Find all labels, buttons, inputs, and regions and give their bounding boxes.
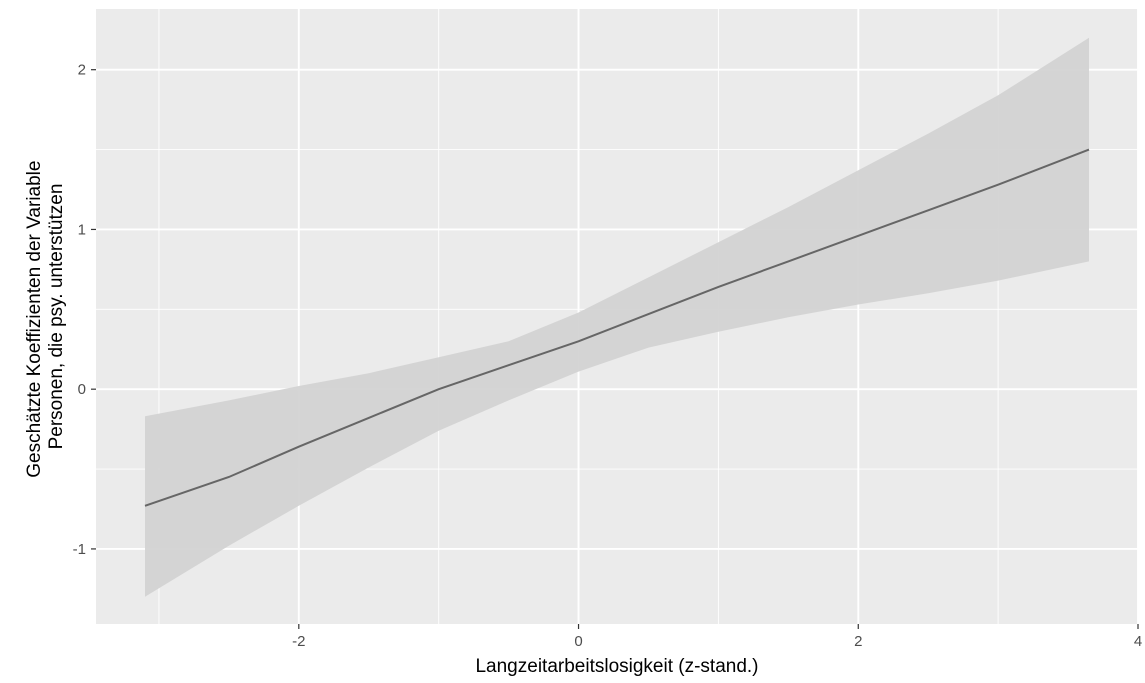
x-axis-title: Langzeitarbeitslosigkeit (z-stand.): [475, 656, 758, 677]
y-tick-label: 1: [78, 221, 86, 238]
grid-major: [96, 9, 1139, 624]
y-axis-title: Geschätzte Koeffizienten der Variable Pe…: [24, 155, 67, 478]
x-tick-label: 4: [1134, 633, 1142, 650]
y-axis-title-line-1: Geschätzte Koeffizienten der Variable: [24, 161, 45, 478]
x-tick-label: 0: [574, 633, 582, 650]
y-tick-label: 0: [78, 381, 86, 398]
x-tick-label: -2: [292, 633, 305, 650]
x-tick-label: 2: [854, 633, 862, 650]
y-axis-title-line-2: Personen, die psy. unterstützen: [46, 184, 67, 450]
confidence-ribbon: [145, 37, 1089, 597]
y-axis: -1 0 1 2: [73, 62, 96, 558]
y-tick-label: -1: [73, 541, 86, 558]
y-tick-label: 2: [78, 62, 86, 79]
x-axis: -2 0 2 4: [292, 624, 1142, 650]
regression-line: [144, 148, 1090, 507]
